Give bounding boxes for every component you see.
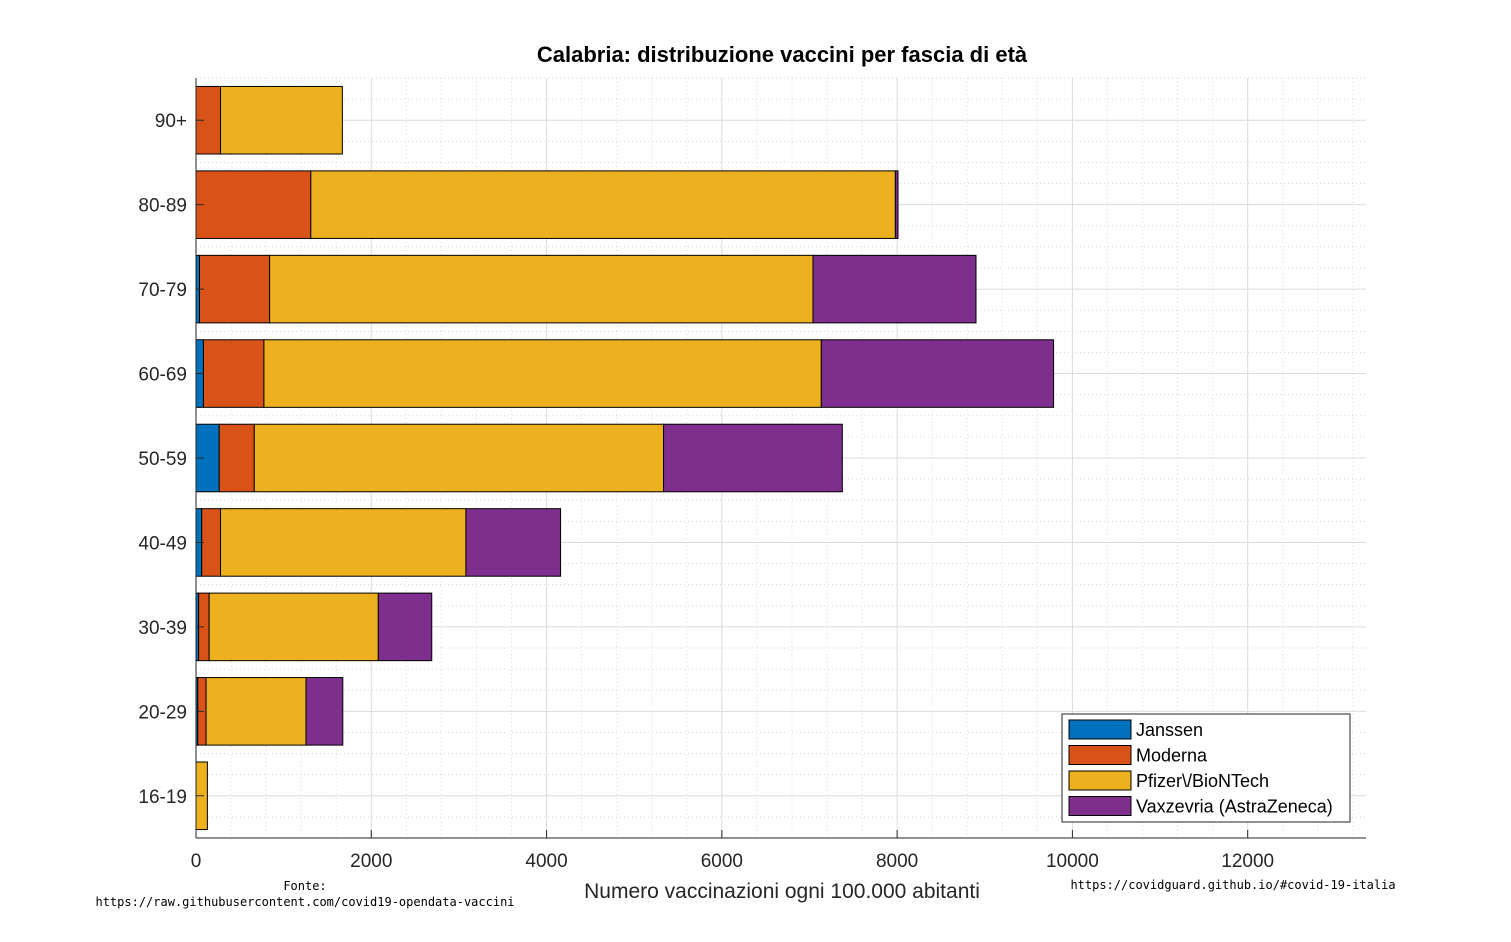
legend-label: Janssen — [1136, 720, 1203, 740]
x-tick-label: 2000 — [350, 851, 392, 872]
bar-moderna-60-69 — [202, 339, 265, 408]
axes — [195, 78, 1366, 839]
y-tick-label: 30-39 — [138, 618, 187, 639]
legend-swatch — [1068, 719, 1132, 740]
bar-vaxzevria-astrazeneca--20-29 — [305, 677, 344, 746]
site-url: https://covidguard.github.io/#covid-19-i… — [1070, 878, 1395, 892]
x-tick-label: 4000 — [525, 851, 567, 872]
y-tick-label: 90+ — [155, 111, 187, 132]
bar-vaxzevria-astrazeneca--30-39 — [377, 592, 433, 662]
x-axis-label: Numero vaccinazioni ogni 100.000 abitant… — [584, 880, 980, 903]
bar-pfizer-biontech-80-89 — [310, 170, 896, 239]
source-url: https://raw.githubusercontent.com/covid1… — [95, 895, 514, 909]
x-tick-label: 6000 — [701, 851, 743, 872]
bar-moderna-50-59 — [218, 423, 255, 493]
bar-pfizer-biontech-30-39 — [208, 592, 379, 662]
chart-title: Calabria: distribuzione vaccini per fasc… — [537, 42, 1028, 67]
legend-label: Vaxzevria (AstraZeneca) — [1136, 797, 1333, 817]
bars — [195, 85, 1055, 831]
bar-vaxzevria-astrazeneca--80-89 — [894, 170, 899, 239]
bar-pfizer-biontech-40-49 — [220, 508, 467, 577]
y-tick-label: 40-49 — [138, 533, 187, 554]
bar-vaxzevria-astrazeneca--70-79 — [812, 254, 977, 324]
bar-pfizer-biontech-20-29 — [205, 677, 307, 746]
y-tick-label: 70-79 — [138, 280, 187, 301]
legend-swatch — [1068, 770, 1132, 791]
y-tick-label: 16-19 — [138, 787, 187, 808]
y-tick-label: 50-59 — [138, 449, 187, 470]
legend-label: Pfizer\/BioNTech — [1136, 771, 1269, 791]
bar-vaxzevria-astrazeneca--40-49 — [465, 508, 562, 577]
y-tick-label: 60-69 — [138, 365, 187, 386]
x-tick-label: 10000 — [1046, 851, 1099, 872]
bar-vaxzevria-astrazeneca--50-59 — [663, 423, 843, 493]
bar-vaxzevria-astrazeneca--60-69 — [820, 339, 1055, 408]
x-tick-label: 0 — [191, 851, 202, 872]
x-tick-label: 8000 — [876, 851, 918, 872]
source-label: Fonte: — [283, 879, 326, 893]
y-tick-label: 20-29 — [138, 702, 187, 723]
bar-pfizer-biontech-60-69 — [263, 339, 822, 408]
legend-swatch — [1068, 796, 1132, 816]
bar-pfizer-biontech-50-59 — [253, 423, 665, 493]
legend-swatch — [1068, 745, 1132, 765]
tick-labels: 0 2000 4000 6000 8000 10000 12000 90+ 80-89 70-79… — [138, 111, 1274, 872]
bar-moderna-70-79 — [199, 254, 271, 324]
y-tick-label: 80-89 — [138, 196, 187, 217]
bar-pfizer-biontech-90plus — [220, 85, 343, 155]
legend-label: Moderna — [1136, 746, 1208, 766]
bar-pfizer-biontech-70-79 — [269, 254, 814, 324]
bar-moderna-80-89 — [195, 170, 312, 239]
legend: Janssen Moderna Pfizer\/BioNTech Vaxzevria … — [1061, 713, 1351, 823]
x-tick-label: 12000 — [1221, 851, 1274, 872]
bar-moderna-40-49 — [201, 508, 222, 577]
